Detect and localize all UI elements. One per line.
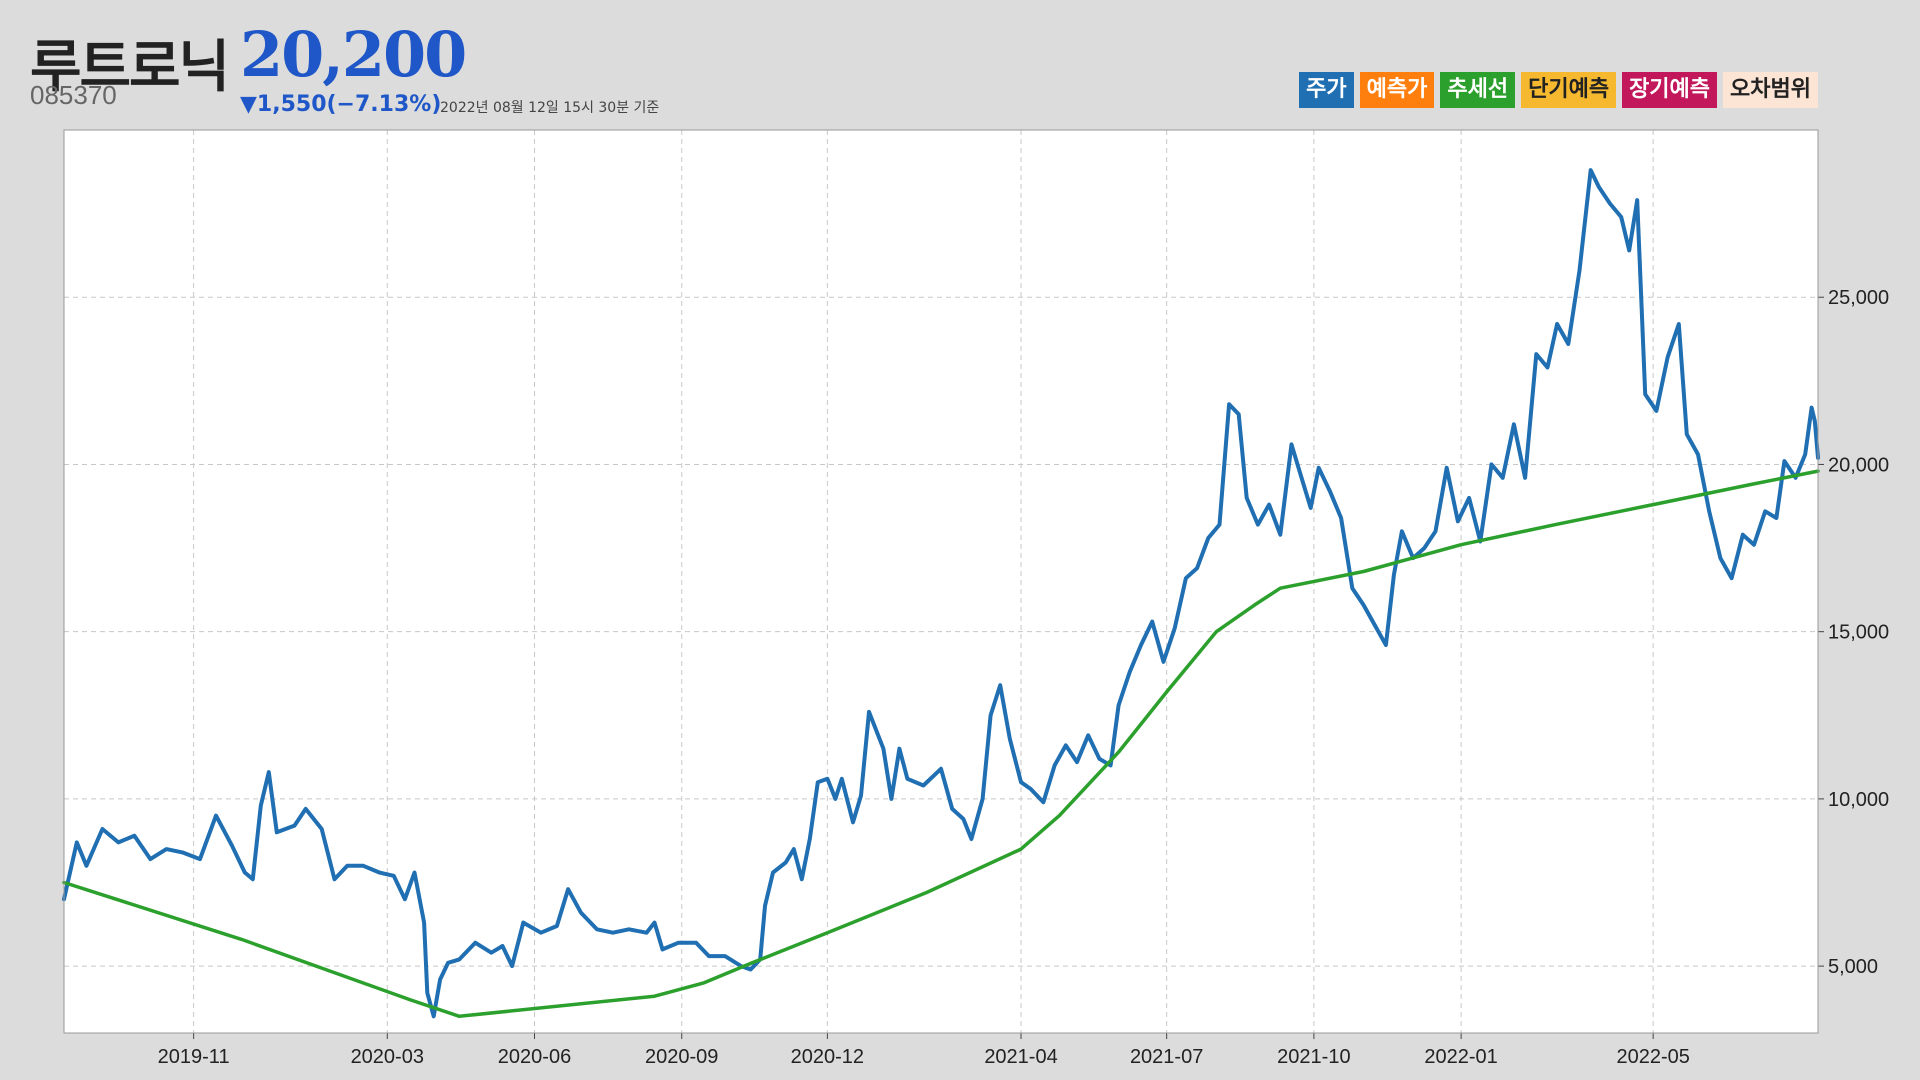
legend-item-short-term[interactable]: 단기예측	[1521, 72, 1617, 108]
x-tick-label: 2021-04	[984, 1046, 1057, 1068]
x-tick-label: 2020-09	[645, 1046, 718, 1068]
stock-price: 20,200	[240, 18, 467, 91]
x-tick-label: 2022-01	[1424, 1046, 1497, 1068]
y-tick-label: 20,000	[1828, 454, 1889, 476]
timestamp: 2022년 08월 12일 15시 30분 기준	[440, 100, 660, 116]
legend-item-long-term[interactable]: 장기예측	[1622, 72, 1718, 108]
x-tick-label: 2020-12	[791, 1046, 864, 1068]
legend: 주가 예측가 추세선 단기예측 장기예측 오차범위	[1299, 72, 1818, 108]
y-tick-label: 10,000	[1828, 789, 1889, 811]
x-tick-label: 2021-10	[1277, 1046, 1350, 1068]
plot-frame	[63, 129, 1819, 1034]
stock-code: 085370	[30, 80, 117, 110]
y-tick-label: 5,000	[1828, 956, 1878, 978]
plot-background	[63, 129, 1819, 1034]
stock-name: 루트로닉	[30, 35, 230, 100]
legend-item-error-range[interactable]: 오차범위	[1723, 72, 1818, 108]
x-tick-label: 2019-11	[158, 1046, 230, 1068]
x-tick-label: 2022-05	[1616, 1046, 1689, 1068]
price-series-line	[62, 168, 1820, 1019]
x-tick-label: 2020-06	[498, 1046, 571, 1068]
x-tick-label: 2021-07	[1130, 1046, 1203, 1068]
trendline-series-line	[62, 469, 1820, 1019]
y-tick-label: 25,000	[1828, 287, 1889, 309]
x-tick-label: 2020-03	[351, 1046, 424, 1068]
legend-item-forecast[interactable]: 예측가	[1359, 72, 1435, 108]
legend-item-trendline[interactable]: 추세선	[1440, 72, 1516, 108]
price-change: ▼1,550(−7.13%)	[240, 92, 442, 117]
legend-item-price[interactable]: 주가	[1299, 72, 1354, 108]
y-tick-label: 15,000	[1828, 622, 1889, 644]
